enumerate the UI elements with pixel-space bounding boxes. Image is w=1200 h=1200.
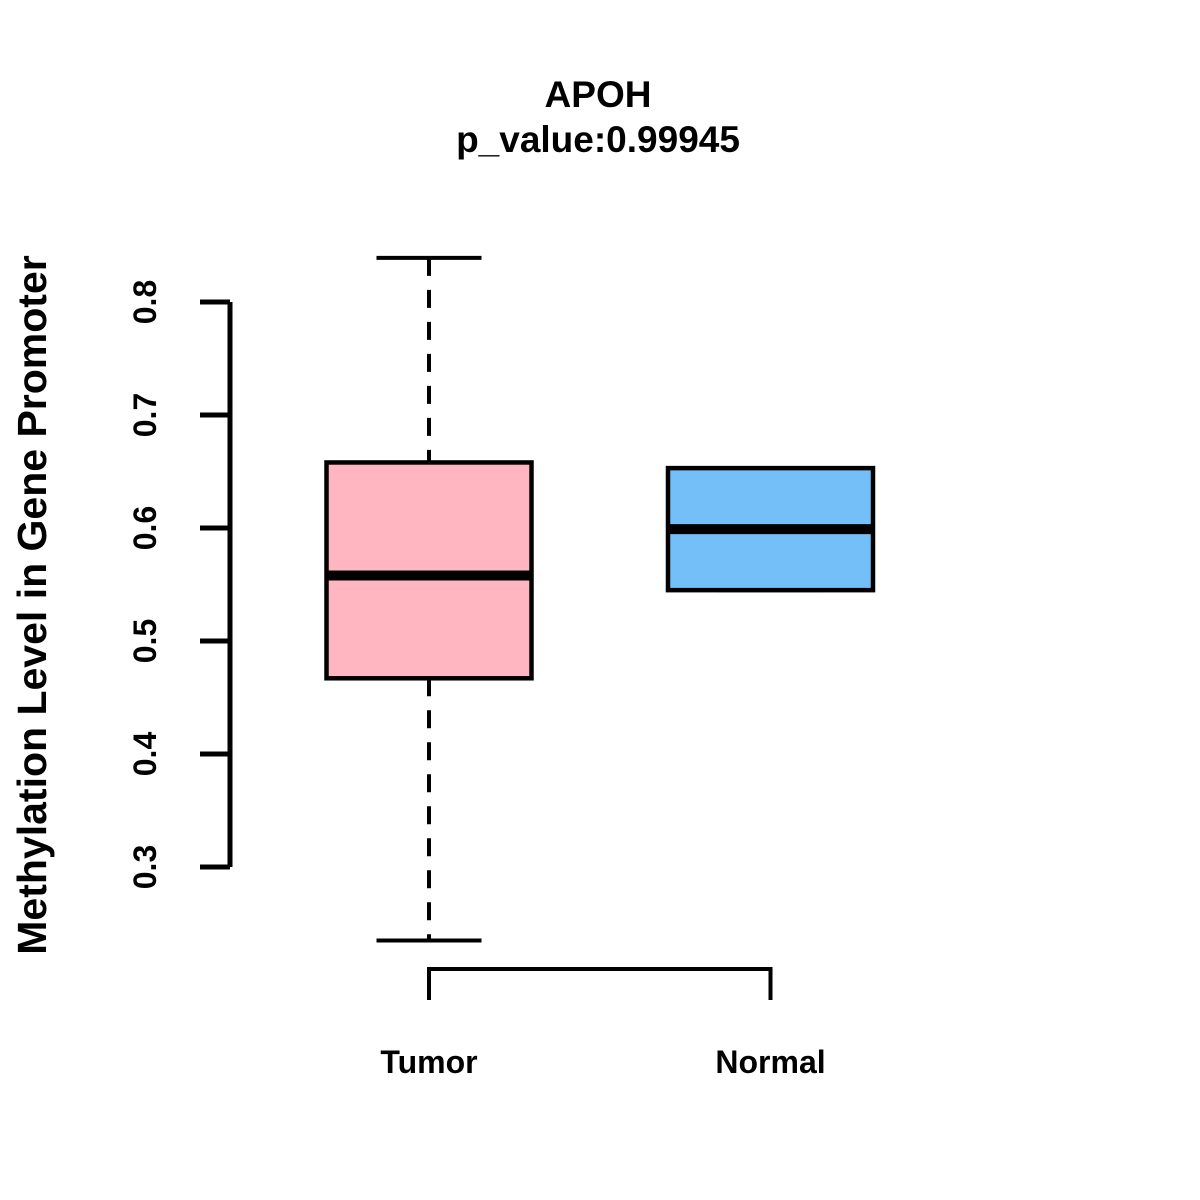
boxplot-tumor	[324, 255, 534, 943]
x-category-label: Tumor	[380, 1044, 477, 1080]
chart-title: APOH	[545, 74, 652, 115]
iqr-box	[324, 460, 534, 681]
y-tick-label: 0.7	[127, 393, 163, 437]
x-axis: Tumor Normal	[380, 967, 826, 1080]
y-tick-label: 0.5	[127, 619, 163, 663]
y-tick-label: 0.4	[127, 732, 163, 777]
chart-subtitle: p_value:0.99945	[456, 119, 740, 160]
boxplot-normal	[665, 465, 876, 593]
y-axis-label: Methylation Level in Gene Promoter	[9, 255, 55, 954]
y-tick-label: 0.8	[127, 280, 163, 324]
y-tick-label: 0.3	[127, 845, 163, 889]
y-tick-label: 0.6	[127, 506, 163, 550]
x-category-label: Normal	[715, 1044, 825, 1080]
y-axis: 0.3 0.4 0.5 0.6 0.7 0.8	[127, 280, 233, 889]
x-axis-bracket	[427, 967, 773, 1000]
boxplot-series	[324, 255, 876, 943]
